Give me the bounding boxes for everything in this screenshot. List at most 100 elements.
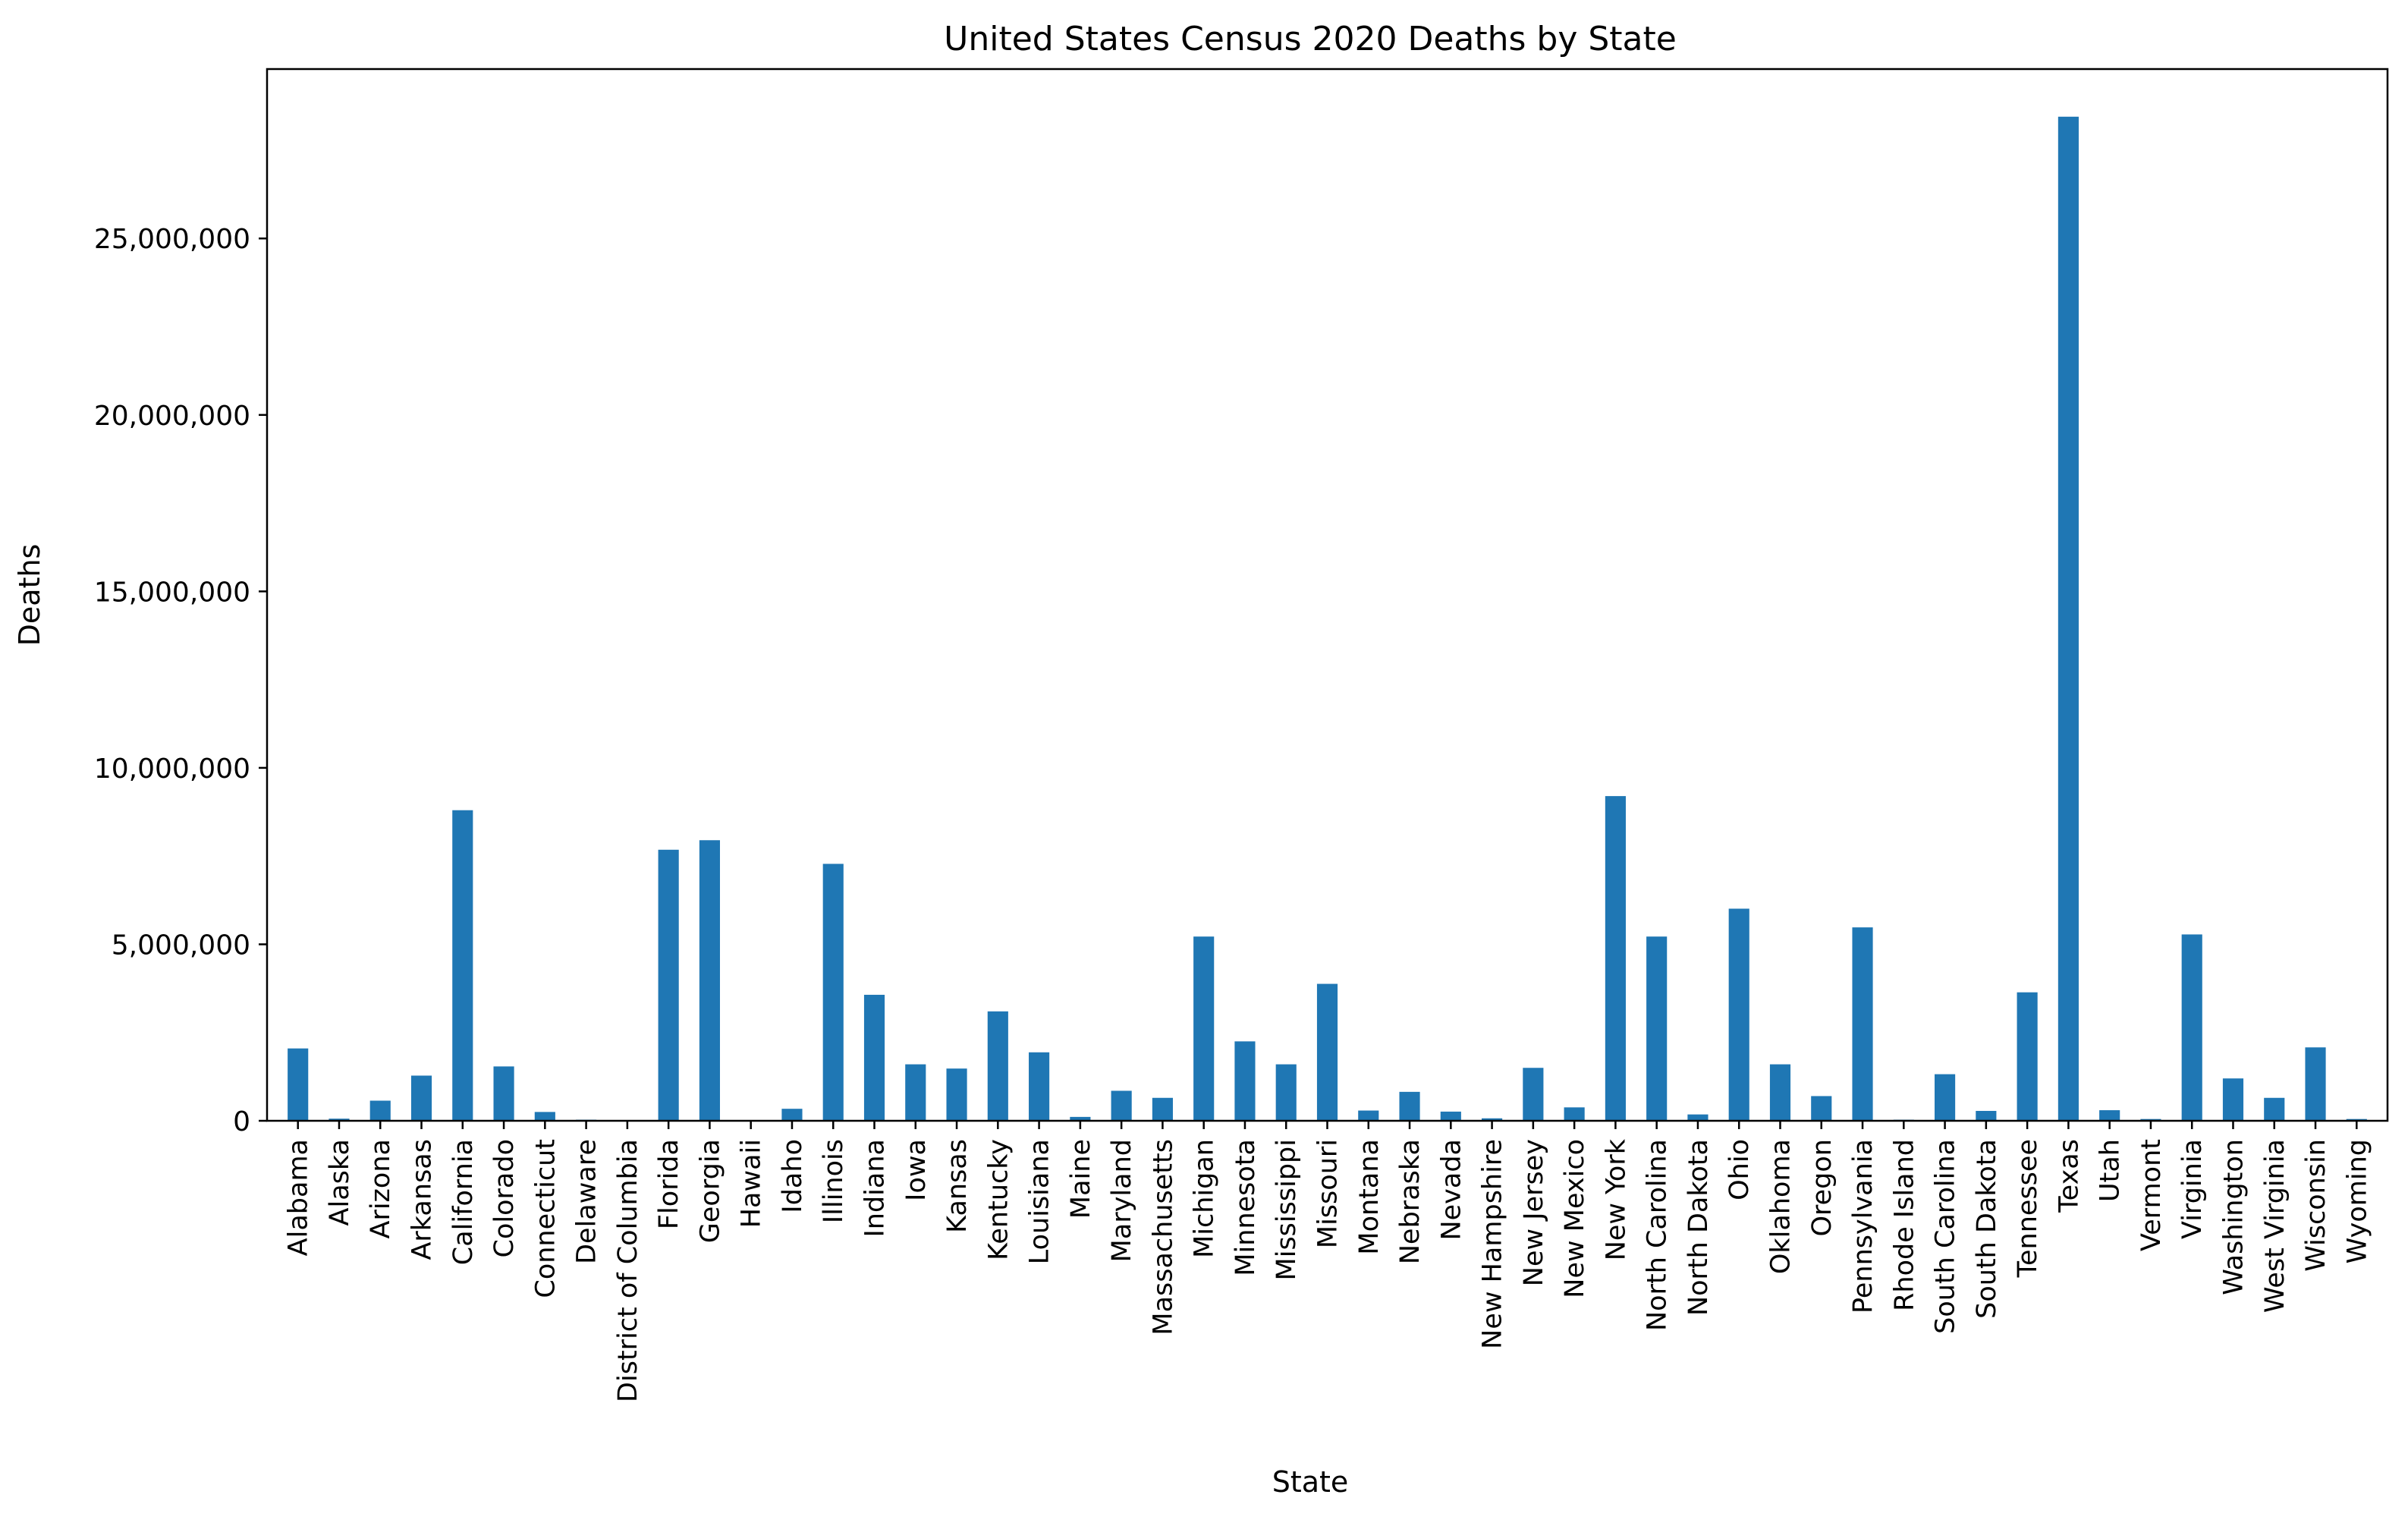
x-tick-label: Florida bbox=[654, 1139, 684, 1229]
bar-montana bbox=[1358, 1110, 1379, 1121]
y-axis-label: Deaths bbox=[13, 544, 46, 647]
bar-north-dakota bbox=[1687, 1114, 1709, 1121]
bar-florida bbox=[658, 849, 679, 1121]
bar-virginia bbox=[2181, 934, 2202, 1121]
bar-alabama bbox=[288, 1048, 309, 1121]
bar-louisiana bbox=[1029, 1052, 1050, 1121]
x-tick-label: Louisiana bbox=[1025, 1139, 1055, 1264]
x-tick-label: Utah bbox=[2095, 1139, 2126, 1202]
bar-idaho bbox=[781, 1109, 803, 1121]
x-tick-label: Delaware bbox=[572, 1139, 602, 1264]
x-tick-label: New Hampshire bbox=[1478, 1139, 1508, 1349]
y-tick-label: 10,000,000 bbox=[94, 754, 250, 785]
x-tick-label: Rhode Island bbox=[1889, 1139, 1919, 1311]
bar-new-mexico bbox=[1564, 1107, 1585, 1121]
bar-indiana bbox=[863, 994, 885, 1121]
bar-washington bbox=[2222, 1078, 2244, 1121]
x-tick-label: Michigan bbox=[1190, 1139, 1220, 1258]
bar-illinois bbox=[822, 864, 844, 1121]
bar-kansas bbox=[946, 1068, 967, 1121]
bar-massachusetts bbox=[1152, 1097, 1173, 1121]
bar-texas bbox=[2057, 116, 2079, 1122]
x-tick-label: New Jersey bbox=[1519, 1139, 1549, 1286]
bar-oregon bbox=[1811, 1096, 1832, 1121]
y-tick-label: 0 bbox=[233, 1106, 250, 1137]
x-tick-label: Washington bbox=[2218, 1139, 2249, 1295]
bar-alaska bbox=[329, 1119, 350, 1121]
x-tick-label: Missouri bbox=[1313, 1139, 1344, 1248]
bar-new-jersey bbox=[1523, 1068, 1544, 1121]
bar-utah bbox=[2099, 1110, 2120, 1121]
x-tick-label: Iowa bbox=[901, 1139, 932, 1201]
bar-nevada bbox=[1440, 1111, 1461, 1121]
bar-new-york bbox=[1605, 796, 1626, 1121]
x-tick-label: Vermont bbox=[2136, 1139, 2167, 1251]
bar-arkansas bbox=[410, 1075, 432, 1121]
x-tick-label: Oregon bbox=[1807, 1139, 1837, 1237]
bar-ohio bbox=[1728, 908, 1749, 1121]
bar-new-hampshire bbox=[1482, 1118, 1503, 1121]
x-tick-label: Ohio bbox=[1724, 1139, 1755, 1200]
x-tick-label: Illinois bbox=[819, 1139, 849, 1223]
bar-kentucky bbox=[987, 1011, 1008, 1121]
x-tick-label: Oklahoma bbox=[1765, 1139, 1796, 1274]
x-tick-label: Wisconsin bbox=[2301, 1139, 2331, 1272]
x-tick-label: Texas bbox=[2054, 1139, 2084, 1213]
x-tick-label: Virginia bbox=[2177, 1139, 2208, 1239]
bar-maine bbox=[1070, 1116, 1091, 1121]
bar-west-virginia bbox=[2264, 1097, 2285, 1121]
bar-minnesota bbox=[1234, 1041, 1256, 1121]
x-tick-label: Nevada bbox=[1436, 1139, 1466, 1241]
x-tick-label: West Virginia bbox=[2260, 1139, 2290, 1313]
bar-georgia bbox=[699, 840, 720, 1121]
bar-oklahoma bbox=[1769, 1064, 1791, 1121]
x-tick-label: Maine bbox=[1066, 1139, 1096, 1219]
x-tick-label: South Dakota bbox=[1972, 1139, 2002, 1319]
x-tick-label: Nebraska bbox=[1395, 1139, 1426, 1264]
bars-group bbox=[288, 116, 2367, 1122]
x-tick-label: Mississippi bbox=[1272, 1139, 1302, 1280]
bar-colorado bbox=[493, 1066, 514, 1121]
chart-title: United States Census 2020 Deaths by Stat… bbox=[944, 20, 1677, 58]
x-tick-label: California bbox=[448, 1139, 479, 1265]
bar-arizona bbox=[369, 1100, 391, 1121]
x-tick-label: Kentucky bbox=[983, 1139, 1014, 1260]
bar-nebraska bbox=[1399, 1091, 1420, 1121]
bar-wisconsin bbox=[2305, 1047, 2326, 1121]
x-tick-label: New Mexico bbox=[1560, 1139, 1590, 1298]
x-tick-label: Maryland bbox=[1107, 1139, 1137, 1262]
x-tick-label: North Dakota bbox=[1683, 1139, 1714, 1316]
y-tick-label: 5,000,000 bbox=[112, 930, 250, 961]
x-tick-label: District of Columbia bbox=[613, 1139, 643, 1402]
bar-iowa bbox=[905, 1064, 926, 1121]
x-tick-label: Montana bbox=[1354, 1139, 1385, 1255]
plot-frame bbox=[266, 68, 2389, 1122]
x-tick-label: Massachusetts bbox=[1148, 1139, 1178, 1336]
bar-connecticut bbox=[534, 1112, 555, 1121]
bar-michigan bbox=[1193, 936, 1215, 1121]
bar-pennsylvania bbox=[1852, 927, 1873, 1121]
bar-missouri bbox=[1316, 983, 1338, 1121]
x-tick-label: Minnesota bbox=[1231, 1139, 1261, 1276]
x-tick-label: Alabama bbox=[284, 1139, 314, 1256]
x-tick-label: New York bbox=[1601, 1138, 1631, 1260]
y-axis-ticks: 0 5,000,000 10,000,000 15,000,000 20,000,000… bbox=[94, 224, 267, 1137]
x-tick-label: Georgia bbox=[695, 1139, 725, 1243]
x-tick-label: Hawaii bbox=[737, 1139, 767, 1228]
x-tick-label: Alaska bbox=[325, 1139, 355, 1226]
bar-maryland bbox=[1111, 1090, 1132, 1121]
x-tick-label: Colorado bbox=[489, 1139, 520, 1257]
y-tick-label: 25,000,000 bbox=[94, 224, 250, 255]
bar-north-carolina bbox=[1646, 936, 1668, 1121]
x-tick-label: North Carolina bbox=[1643, 1139, 1673, 1331]
bar-south-dakota bbox=[1976, 1110, 1997, 1121]
x-tick-label: South Carolina bbox=[1931, 1139, 1961, 1334]
x-tick-label: Connecticut bbox=[530, 1139, 561, 1298]
x-axis-ticks: Alabama Alaska Arizona Arkansas California Co… bbox=[284, 1121, 2372, 1402]
x-tick-label: Pennsylvania bbox=[1848, 1139, 1878, 1314]
bar-mississippi bbox=[1275, 1064, 1297, 1121]
x-tick-label: Tennessee bbox=[2013, 1139, 2043, 1278]
x-tick-label: Idaho bbox=[778, 1139, 808, 1213]
